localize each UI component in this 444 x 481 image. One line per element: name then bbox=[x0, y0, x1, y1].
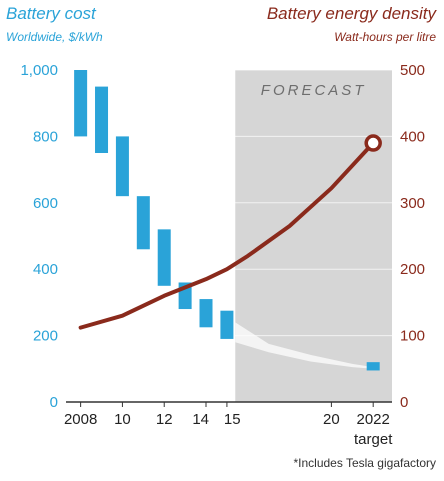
energy-density-line bbox=[78, 141, 376, 330]
left-axis-subtitle: Worldwide, $/kWh bbox=[6, 30, 103, 44]
right-tick-label: 200 bbox=[400, 261, 425, 278]
cost-range-bar bbox=[95, 86, 109, 153]
cost-range-bar bbox=[136, 196, 150, 250]
cost-range-bar bbox=[199, 299, 213, 328]
x-tick-label: 20 bbox=[323, 411, 340, 428]
right-tick-label: 500 bbox=[400, 62, 425, 79]
right-tick-label: 300 bbox=[400, 195, 425, 212]
left-tick-label: 400 bbox=[33, 261, 58, 278]
x-tick-label: 2008 bbox=[64, 411, 97, 428]
right-axis-title: Battery energy density bbox=[266, 4, 436, 23]
x-tick-label: 10 bbox=[114, 411, 131, 428]
x-target-label: target bbox=[354, 431, 393, 448]
x-tick-label: 15 bbox=[224, 411, 241, 428]
right-tick-label: 400 bbox=[400, 128, 425, 145]
energy-density-target-marker bbox=[364, 134, 382, 152]
left-tick-label: 0 bbox=[50, 394, 58, 411]
x-tick-label: 2022 bbox=[357, 411, 390, 428]
forecast-cost-band bbox=[235, 322, 374, 369]
forecast-label: FORECAST bbox=[261, 82, 367, 99]
forecast-region bbox=[235, 70, 392, 402]
left-tick-label: 1,000 bbox=[20, 62, 58, 79]
cost-range-bar bbox=[115, 136, 129, 197]
footnote: *Includes Tesla gigafactory bbox=[293, 456, 436, 470]
left-tick-label: 200 bbox=[33, 328, 58, 345]
cost-range-bar bbox=[366, 362, 380, 371]
x-tick-label: 12 bbox=[156, 411, 173, 428]
left-axis-title: Battery cost bbox=[6, 4, 96, 23]
right-axis-subtitle: Watt-hours per litre bbox=[334, 30, 436, 44]
right-tick-label: 100 bbox=[400, 328, 425, 345]
right-tick-label: 0 bbox=[400, 394, 408, 411]
cost-range-bar bbox=[157, 229, 171, 286]
left-tick-label: 800 bbox=[33, 128, 58, 145]
left-tick-label: 600 bbox=[33, 195, 58, 212]
x-tick-label: 14 bbox=[192, 411, 209, 428]
cost-range-bar bbox=[220, 310, 234, 339]
cost-range-bar bbox=[74, 70, 88, 137]
